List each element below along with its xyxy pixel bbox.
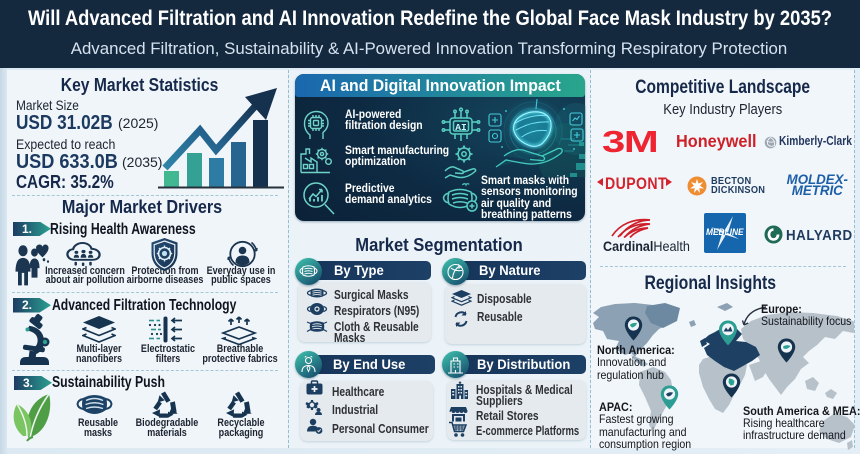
svg-text:AI: AI <box>455 122 466 133</box>
